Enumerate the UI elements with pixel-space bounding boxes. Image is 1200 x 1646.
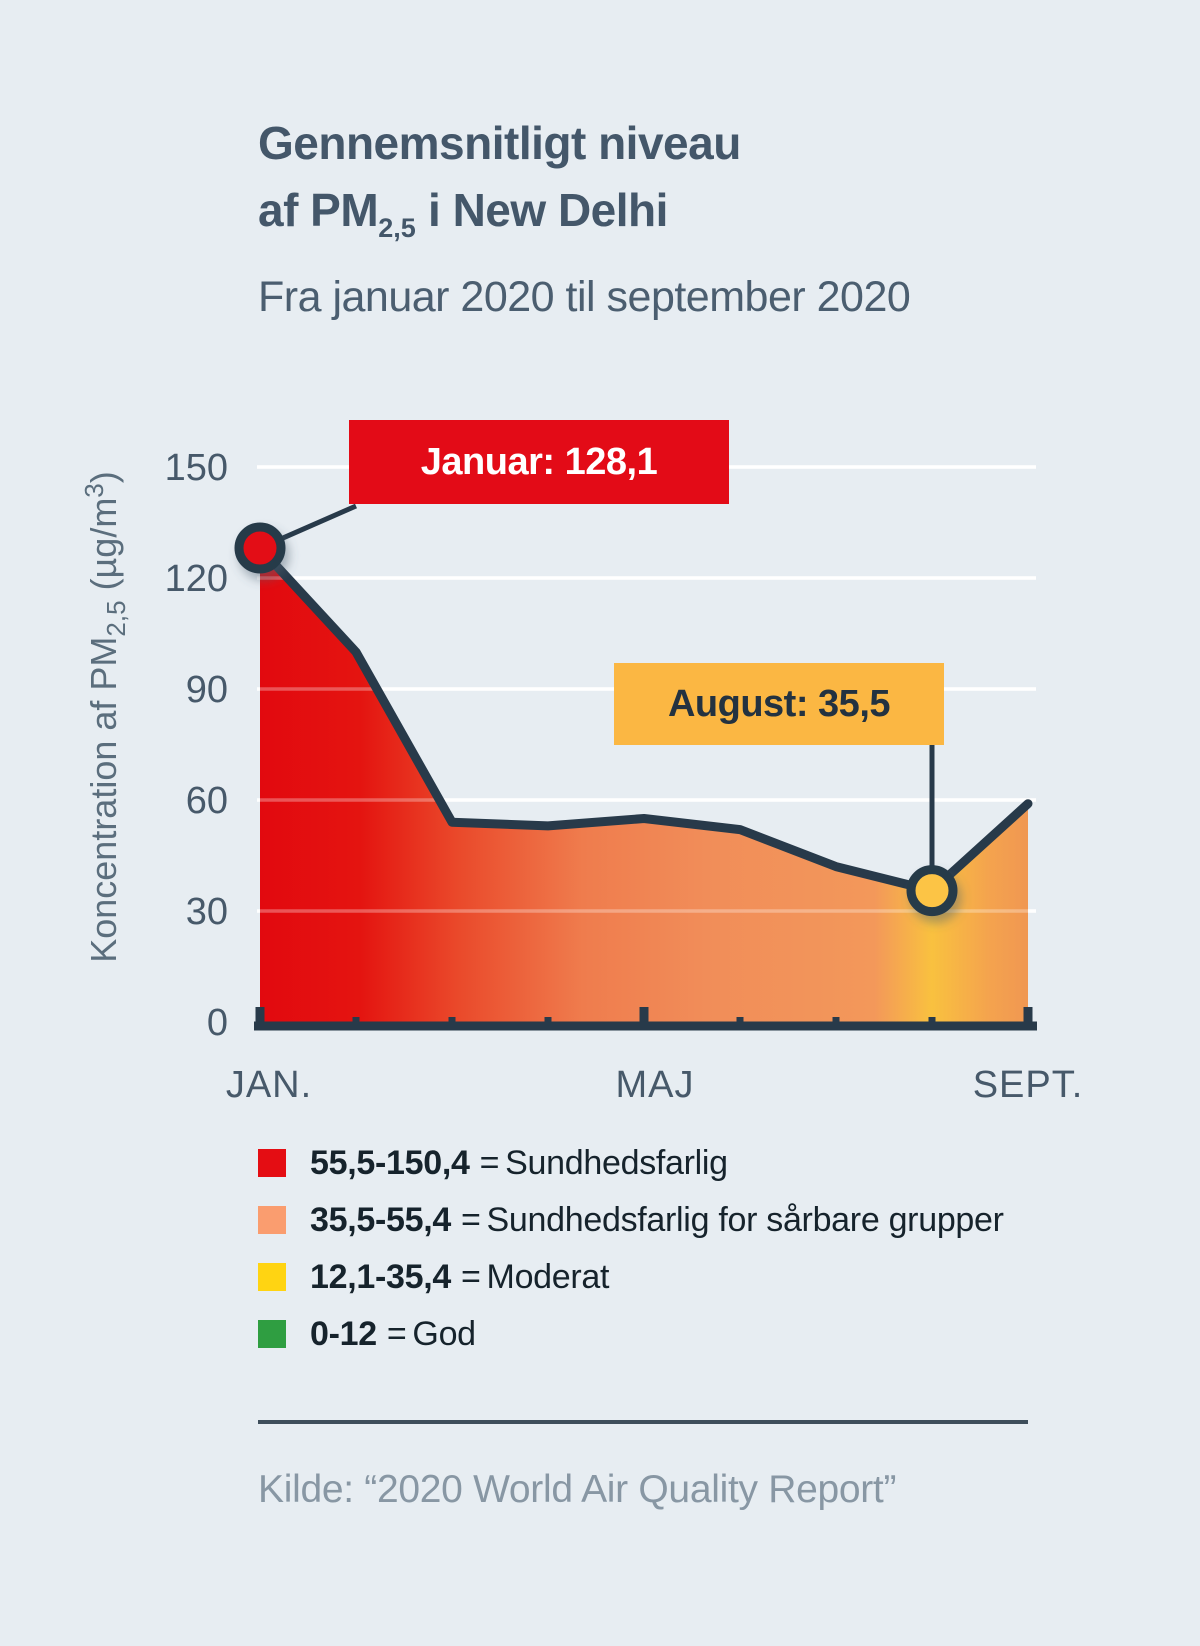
trend-line — [255, 543, 1033, 896]
legend-range: 0-12 — [310, 1314, 377, 1353]
source-text: Kilde: “2020 World Air Quality Report” — [258, 1468, 897, 1511]
legend-swatch-salmon — [258, 1206, 286, 1234]
legend-separator: = — [460, 1200, 481, 1239]
legend-swatch-red — [258, 1149, 286, 1177]
callout-januar: Januar: 128,1 — [349, 420, 729, 504]
svg-text:MAJ: MAJ — [616, 1064, 695, 1106]
title-pm-subscript: 2,5 — [378, 213, 416, 243]
legend-item-god: 0-12 = God — [258, 1315, 1004, 1353]
y-axis-title: Koncentration af PM2,5 (µg/m3) — [79, 471, 131, 963]
legend-separator: = — [386, 1314, 407, 1353]
legend-item-sundhedsfarlig-sarbare: 35,5-55,4 = Sundhedsfarlig for sårbare gru… — [258, 1201, 1004, 1239]
x-axis — [254, 1007, 1037, 1031]
x-tick-labels: JAN. MAJ SEPT. — [226, 1064, 1084, 1106]
legend-separator: = — [460, 1257, 481, 1296]
legend-item-sundhedsfarlig: 55,5-150,4 = Sundhedsfarlig — [258, 1144, 1004, 1182]
chart-subtitle: Fra januar 2020 til september 2020 — [258, 273, 911, 321]
legend-swatch-green — [258, 1320, 286, 1348]
svg-text:0: 0 — [207, 1002, 228, 1044]
august-marker — [906, 865, 958, 917]
title-line2-pre: af PM — [258, 184, 379, 236]
title-line2-post: i New Delhi — [415, 184, 668, 236]
svg-text:60: 60 — [186, 780, 228, 822]
legend-label: Sundhedsfarlig for sårbare grupper — [486, 1200, 1004, 1239]
svg-text:90: 90 — [186, 669, 228, 711]
area-fill — [260, 548, 1028, 1022]
legend-separator: = — [479, 1143, 500, 1182]
svg-text:30: 30 — [186, 891, 228, 933]
januar-marker — [234, 522, 286, 574]
title-block: Gennemsnitligt niveau af PM2,5 i New Del… — [258, 110, 911, 328]
source-divider — [258, 1420, 1028, 1424]
legend-range: 12,1-35,4 — [310, 1257, 451, 1296]
y-tick-labels: 0 30 60 90 120 150 — [165, 447, 228, 1044]
chart-title-line1: Gennemsnitligt niveau — [258, 117, 741, 169]
data-point-markers — [234, 522, 958, 917]
legend-label: Sundhedsfarlig — [505, 1143, 728, 1182]
legend-range: 55,5-150,4 — [310, 1143, 470, 1182]
svg-text:150: 150 — [165, 447, 228, 489]
svg-text:SEPT.: SEPT. — [973, 1064, 1084, 1106]
legend-label: God — [412, 1314, 476, 1353]
aqi-legend: 55,5-150,4 = Sundhedsfarlig 35,5-55,4 = Sund… — [258, 1144, 1004, 1376]
callout-august: August: 35,5 — [614, 663, 944, 745]
chart-title-line2: af PM2,5 i New Delhi — [258, 177, 910, 262]
svg-text:120: 120 — [165, 558, 228, 600]
svg-text:JAN.: JAN. — [226, 1064, 312, 1106]
legend-swatch-yellow — [258, 1263, 286, 1291]
legend-label: Moderat — [486, 1257, 610, 1296]
legend-range: 35,5-55,4 — [310, 1200, 451, 1239]
legend-item-moderat: 12,1-35,4 = Moderat — [258, 1258, 1004, 1296]
